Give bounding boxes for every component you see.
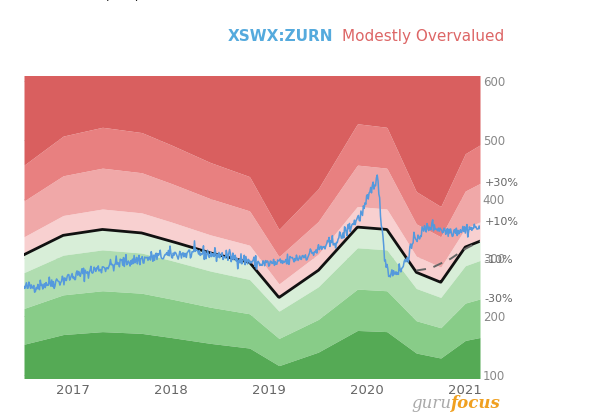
Text: +30%: +30% — [485, 178, 518, 189]
Legend: GF Value (CHF), Price (CHF): GF Value (CHF), Price (CHF) — [30, 0, 170, 8]
Text: +10%: +10% — [485, 217, 518, 227]
Text: focus: focus — [451, 396, 501, 412]
Text: guru: guru — [411, 396, 451, 412]
Text: -10%: -10% — [485, 255, 513, 265]
Text: -30%: -30% — [485, 294, 513, 304]
Text: XSWX:ZURN: XSWX:ZURN — [228, 29, 334, 44]
Text: Modestly Overvalued: Modestly Overvalued — [342, 29, 504, 44]
